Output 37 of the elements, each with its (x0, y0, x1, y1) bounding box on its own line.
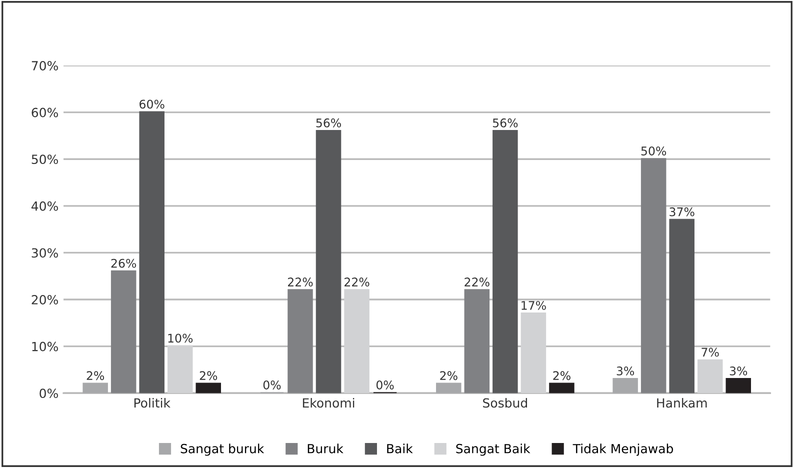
legend-label: Tidak Menjawab (572, 444, 674, 456)
data-label: 22% (464, 278, 490, 286)
y-tick-label: 0% (40, 388, 58, 398)
y-tick-label: 10% (32, 342, 58, 352)
y-tick-label: 20% (32, 294, 58, 304)
legend-label: Baik (387, 444, 413, 454)
data-label: 3% (616, 366, 634, 376)
data-label: 56% (316, 118, 341, 128)
data-label: 0% (376, 380, 394, 390)
legend-label: Sangat buruk (180, 444, 264, 456)
data-label: 0% (263, 380, 281, 390)
y-tick-label: 40% (31, 201, 58, 211)
data-label: 2% (200, 371, 218, 380)
y-tick-label: 60% (32, 108, 58, 118)
data-label: 60% (140, 100, 164, 109)
x-tick-label: Ekonomi (302, 398, 354, 408)
data-label: 22% (344, 278, 370, 286)
data-label: 2% (86, 371, 104, 380)
data-label: 50% (641, 146, 666, 156)
y-tick-label: 30% (32, 248, 58, 258)
data-label: 2% (440, 371, 458, 380)
x-tick-label: Politik (134, 398, 170, 408)
data-label: 10% (168, 334, 193, 343)
y-tick-label: 70% (32, 60, 58, 70)
data-label: 22% (288, 278, 313, 286)
data-label: 17% (522, 300, 546, 310)
data-label: 3% (730, 366, 748, 376)
x-tick-label: Sosbud (483, 398, 527, 408)
data-label: 2% (553, 371, 570, 380)
data-label: 26% (111, 258, 136, 268)
data-label: 56% (492, 118, 518, 128)
y-tick-label: 50% (32, 154, 58, 164)
legend-label: Buruk (308, 444, 344, 454)
legend-label: Sangat Baik (456, 444, 530, 456)
x-tick-label: Hankam (657, 398, 707, 408)
data-label: 7% (702, 348, 719, 357)
data-label: 37% (670, 207, 694, 216)
